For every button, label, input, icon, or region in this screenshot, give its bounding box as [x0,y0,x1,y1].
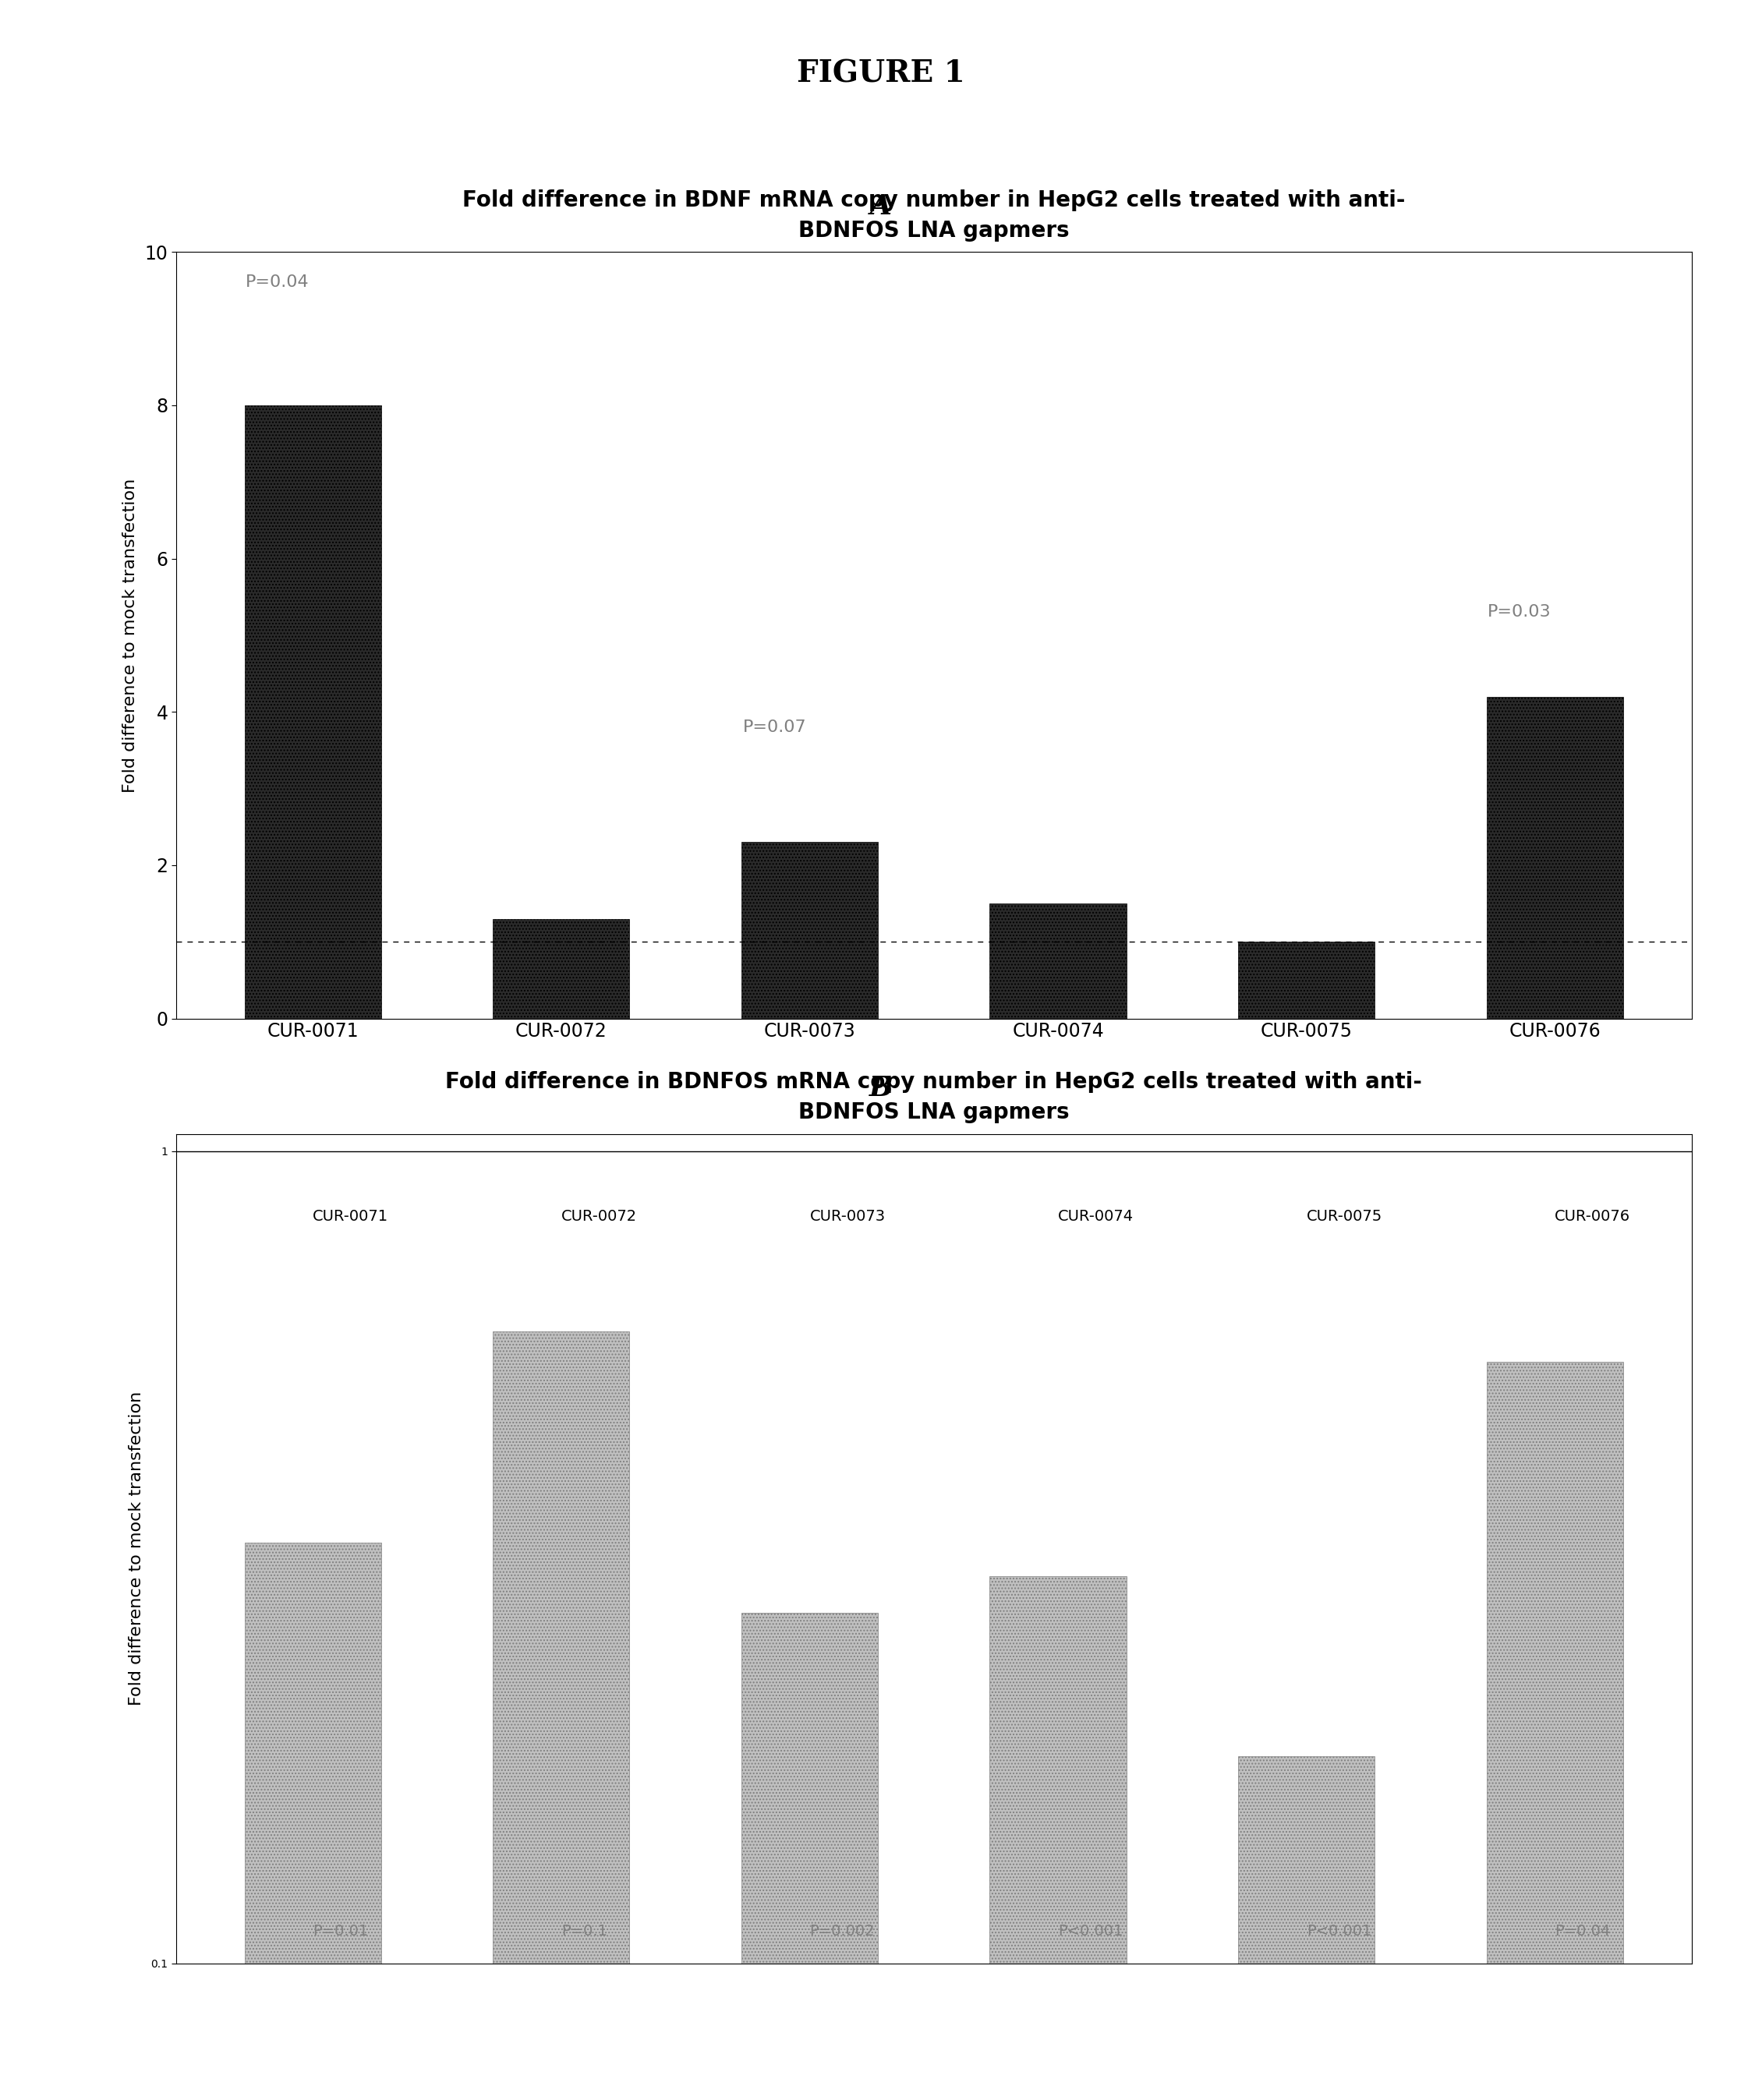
Bar [1487,1363,1623,2100]
Text: P=0.04: P=0.04 [1554,1924,1610,1938]
Text: P=0.03: P=0.03 [1487,605,1552,620]
Text: CUR-0076: CUR-0076 [1554,1210,1630,1224]
Bar [1239,1756,1374,2100]
Text: CUR-0072: CUR-0072 [562,1210,638,1224]
Bar [1487,697,1623,1018]
Bar [990,1575,1126,2100]
Bar [742,842,877,1018]
Text: CUR-0074: CUR-0074 [1057,1210,1133,1224]
Bar [245,1541,381,2100]
Y-axis label: Fold difference to mock transfection: Fold difference to mock transfection [123,479,137,792]
Bar [990,903,1126,1019]
Text: CUR-0073: CUR-0073 [811,1210,885,1224]
Title: Fold difference in BDNFOS mRNA copy number in HepG2 cells treated with anti-
BDN: Fold difference in BDNFOS mRNA copy numb… [446,1071,1422,1124]
Title: Fold difference in BDNF mRNA copy number in HepG2 cells treated with anti-
BDNFO: Fold difference in BDNF mRNA copy number… [462,189,1406,242]
Text: P=0.002: P=0.002 [811,1924,874,1938]
Text: FIGURE 1: FIGURE 1 [796,59,966,88]
Text: A: A [870,193,892,220]
Bar [493,1331,629,2100]
Text: P=0.1: P=0.1 [562,1924,608,1938]
Bar [742,1613,877,2100]
Bar [245,405,381,1018]
Text: P<0.001: P<0.001 [1306,1924,1371,1938]
Text: P<0.001: P<0.001 [1057,1924,1122,1938]
Y-axis label: Fold difference to mock transfection: Fold difference to mock transfection [129,1392,144,1705]
Text: CUR-0071: CUR-0071 [314,1210,389,1224]
Text: P=0.01: P=0.01 [314,1924,368,1938]
Bar [1239,941,1374,1018]
Text: P=0.04: P=0.04 [245,275,310,290]
Bar [493,920,629,1018]
Text: CUR-0075: CUR-0075 [1306,1210,1383,1224]
Text: B: B [869,1075,893,1102]
Text: P=0.07: P=0.07 [742,720,807,735]
